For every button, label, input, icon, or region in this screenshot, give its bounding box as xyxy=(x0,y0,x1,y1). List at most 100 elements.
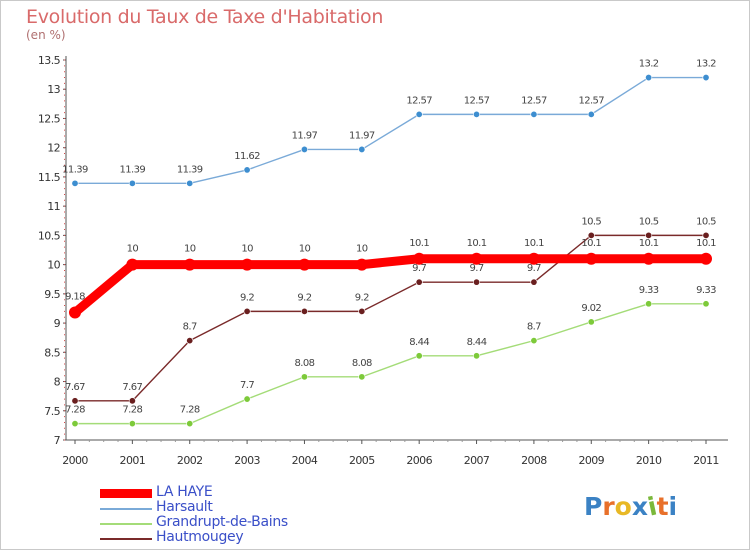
series-point xyxy=(645,300,653,308)
series-point xyxy=(473,352,481,360)
series-point xyxy=(128,397,136,405)
data-label: 10 xyxy=(299,244,311,255)
series-point xyxy=(587,231,595,239)
legend-label: Hautmougey xyxy=(156,529,244,545)
data-label: 10 xyxy=(184,244,196,255)
data-label: 12.57 xyxy=(578,95,604,106)
data-label: 12.57 xyxy=(464,95,490,106)
series-point xyxy=(587,318,595,326)
data-label: 7.28 xyxy=(65,405,85,416)
data-label: 10.1 xyxy=(467,238,487,249)
data-label: 10.1 xyxy=(581,238,601,249)
legend-label: Grandrupt-de-Bains xyxy=(156,514,288,530)
series-point xyxy=(71,420,79,428)
data-label: 11.62 xyxy=(234,151,260,162)
data-label: 8.7 xyxy=(527,322,541,333)
y-tick-label: 9.5 xyxy=(44,288,60,301)
logo-letter: x xyxy=(631,492,648,521)
legend-label: Harsault xyxy=(156,499,213,515)
data-label: 11.39 xyxy=(62,164,88,175)
legend-swatch xyxy=(100,489,152,498)
data-label: 9.7 xyxy=(469,263,483,274)
data-label: 10 xyxy=(127,244,139,255)
x-tick-label: 2006 xyxy=(406,454,432,467)
y-tick-label: 12 xyxy=(47,142,60,155)
series-point xyxy=(530,110,538,118)
y-tick-label: 13.5 xyxy=(38,54,61,67)
series-point xyxy=(243,395,251,403)
series-point xyxy=(645,231,653,239)
data-label: 11.39 xyxy=(177,164,203,175)
y-tick-label: 7 xyxy=(54,434,61,447)
logo-letter: r xyxy=(602,492,615,521)
legend-item: Hautmougey xyxy=(100,529,430,546)
x-tick-label: 2001 xyxy=(120,454,146,467)
data-label: 7.28 xyxy=(180,405,200,416)
x-tick-label: 2005 xyxy=(349,454,375,467)
series-line-1 xyxy=(74,76,707,185)
data-label: 9.7 xyxy=(527,263,541,274)
series-line-2 xyxy=(74,303,707,425)
data-label: 10.1 xyxy=(524,238,544,249)
series-data-labels: 9.18 10 10 10 10 10 10.1 10.1 10.1 10.1 10.1 10.1 11… xyxy=(62,59,717,416)
series-line-0 xyxy=(70,254,711,318)
series-point xyxy=(300,373,308,381)
series-point xyxy=(530,278,538,286)
data-label: 12.57 xyxy=(521,95,547,106)
data-label: 11.97 xyxy=(349,130,375,141)
series-line-3 xyxy=(74,234,707,402)
y-tick-label: 11.5 xyxy=(38,171,61,184)
data-label: 10.1 xyxy=(639,238,659,249)
data-label: 8.7 xyxy=(183,322,197,333)
series-point xyxy=(413,252,426,265)
series-point xyxy=(645,74,653,82)
series-point xyxy=(186,179,194,187)
x-tick-label: 2003 xyxy=(234,454,260,467)
logo-letter: P xyxy=(584,492,603,521)
x-tick-label: 2008 xyxy=(521,454,547,467)
series-point xyxy=(186,420,194,428)
y-tick-label: 13 xyxy=(47,83,60,96)
data-label: 11.97 xyxy=(292,130,318,141)
x-tick-label: 2010 xyxy=(636,454,662,467)
y-tick-label: 12.5 xyxy=(38,112,61,125)
legend-swatch xyxy=(100,523,152,525)
data-label: 13.2 xyxy=(696,59,716,70)
series-point xyxy=(243,166,251,174)
chart-title: Evolution du Taux de Taxe d'Habitation xyxy=(26,6,384,28)
data-label: 10.5 xyxy=(581,216,601,227)
x-tick-label: 2000 xyxy=(62,454,88,467)
legend-item: Harsault xyxy=(100,499,430,516)
y-tick-label: 9 xyxy=(54,317,61,330)
data-label: 9.7 xyxy=(412,263,426,274)
legend-item: LA HAYE xyxy=(100,484,430,501)
series-point xyxy=(126,258,139,271)
series-point xyxy=(358,307,366,315)
series-point xyxy=(415,352,423,360)
series-point xyxy=(71,397,79,405)
series-point xyxy=(415,110,423,118)
legend-swatch xyxy=(100,538,152,540)
data-label: 9.33 xyxy=(696,285,716,296)
series-point xyxy=(298,258,311,271)
data-label: 8.44 xyxy=(409,337,429,348)
series-point xyxy=(530,337,538,345)
chart-axes: 7 7.5 8 8.5 9 9.5 10 10.5 11 11.5 12 12.5 13 13.5 2000… xyxy=(38,54,728,467)
series-point xyxy=(700,252,712,265)
data-label: 10.1 xyxy=(409,238,429,249)
data-label: 7.67 xyxy=(65,382,85,393)
series-point xyxy=(183,258,196,271)
series-point xyxy=(128,420,136,428)
chart-unit-label: (en %) xyxy=(26,28,66,42)
data-label: 9.2 xyxy=(297,292,311,303)
data-label: 7.67 xyxy=(122,382,142,393)
series-point xyxy=(300,145,308,153)
series-point xyxy=(358,373,366,381)
logo-letter: i xyxy=(668,492,678,521)
series-point xyxy=(702,74,710,82)
data-label: 7.28 xyxy=(122,405,142,416)
series-point xyxy=(71,179,79,187)
data-label: 10.1 xyxy=(696,238,716,249)
y-tick-label: 10 xyxy=(47,259,60,272)
